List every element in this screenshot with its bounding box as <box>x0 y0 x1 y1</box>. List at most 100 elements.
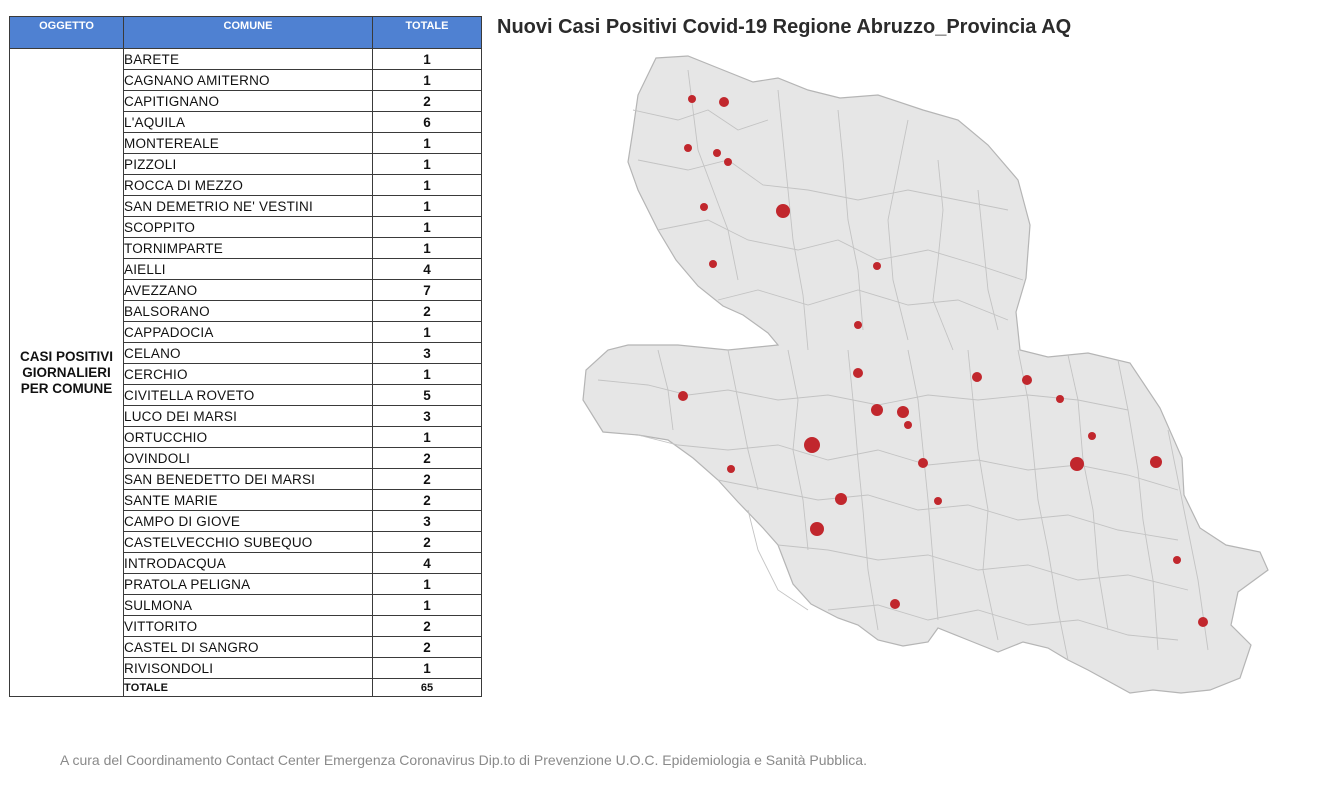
totale-cell: 3 <box>372 510 482 532</box>
totale-cell: 1 <box>372 195 482 217</box>
comune-cell: VITTORITO <box>123 615 373 637</box>
case-marker <box>1088 432 1096 440</box>
comune-cell: CAPITIGNANO <box>123 90 373 112</box>
comune-cell: CAMPO DI GIOVE <box>123 510 373 532</box>
case-markers <box>678 95 1208 627</box>
case-marker <box>700 203 708 211</box>
municipality-border <box>1167 429 1209 651</box>
comune-cell: PRATOLA PELIGNA <box>123 573 373 595</box>
comune-cell: SANTE MARIE <box>123 489 373 511</box>
totale-cell: 2 <box>372 90 482 112</box>
municipality-border <box>727 349 759 491</box>
totale-cell: 1 <box>372 594 482 616</box>
table-row: CAMPO DI GIOVE 3 <box>10 510 482 532</box>
case-marker <box>890 599 900 609</box>
case-marker <box>688 95 696 103</box>
comune-cell: SAN DEMETRIO NE' VESTINI <box>123 195 373 217</box>
header-oggetto: OGGETTO <box>9 16 124 49</box>
table-row: L'AQUILA 6 <box>10 111 482 133</box>
municipality-border <box>887 119 909 341</box>
table-row: INTRODACQUA 4 <box>10 552 482 574</box>
municipality-border <box>827 604 1179 641</box>
municipality-border <box>657 219 1024 281</box>
case-marker <box>709 260 717 268</box>
case-marker <box>724 158 732 166</box>
case-marker <box>678 391 688 401</box>
total-value: 65 <box>372 678 482 697</box>
case-marker <box>804 437 820 453</box>
header-comune: COMUNE <box>123 16 373 49</box>
table-row: CASTELVECCHIO SUBEQUO 2 <box>10 531 482 553</box>
case-marker <box>1173 556 1181 564</box>
table-row: CASI POSITIVI GIORNALIERI PER COMUNE BARE… <box>9 48 482 697</box>
comune-cell: SCOPPITO <box>123 216 373 238</box>
table-row: RIVISONDOLI 1 <box>10 657 482 679</box>
case-marker <box>727 465 735 473</box>
case-marker <box>1056 395 1064 403</box>
table-row: CAGNANO AMITERNO 1 <box>10 69 482 91</box>
comune-cell: CERCHIO <box>123 363 373 385</box>
municipality-border <box>932 159 954 351</box>
municipality-border <box>977 189 999 331</box>
case-marker <box>713 149 721 157</box>
comune-cell: ROCCA DI MEZZO <box>123 174 373 196</box>
municipality-border <box>777 544 1189 591</box>
case-marker <box>684 144 692 152</box>
comune-cell: L'AQUILA <box>123 111 373 133</box>
municipality-border <box>1117 359 1159 651</box>
case-marker <box>1022 375 1032 385</box>
municipality-border <box>747 509 809 611</box>
totale-cell: 4 <box>372 552 482 574</box>
comune-cell: CASTELVECCHIO SUBEQUO <box>123 531 373 553</box>
case-marker <box>835 493 847 505</box>
table-total-row: TOTALE 65 <box>10 678 482 697</box>
case-marker <box>719 97 729 107</box>
totale-cell: 6 <box>372 111 482 133</box>
table-row: LUCO DEI MARSI 3 <box>10 405 482 427</box>
totale-cell: 1 <box>372 153 482 175</box>
case-marker <box>853 368 863 378</box>
comune-cell: SAN BENEDETTO DEI MARSI <box>123 468 373 490</box>
case-marker <box>918 458 928 468</box>
totale-cell: 3 <box>372 405 482 427</box>
totale-cell: 2 <box>372 636 482 658</box>
comune-cell: INTRODACQUA <box>123 552 373 574</box>
header-totale: TOTALE <box>372 16 482 49</box>
comune-cell: TORNIMPARTE <box>123 237 373 259</box>
case-marker <box>904 421 912 429</box>
totale-cell: 1 <box>372 363 482 385</box>
totale-cell: 4 <box>372 258 482 280</box>
case-marker <box>854 321 862 329</box>
totale-cell: 7 <box>372 279 482 301</box>
comune-cell: AIELLI <box>123 258 373 280</box>
municipality-border <box>1017 349 1069 661</box>
totale-cell: 2 <box>372 489 482 511</box>
case-marker <box>897 406 909 418</box>
totale-cell: 3 <box>372 342 482 364</box>
case-marker <box>776 204 790 218</box>
municipality-border <box>632 109 769 131</box>
comune-cell: BALSORANO <box>123 300 373 322</box>
totale-cell: 2 <box>372 615 482 637</box>
case-marker <box>934 497 942 505</box>
comune-cell: CASTEL DI SANGRO <box>123 636 373 658</box>
municipality-border <box>657 349 674 431</box>
comune-cell: CAGNANO AMITERNO <box>123 69 373 91</box>
table-row: PIZZOLI 1 <box>10 153 482 175</box>
comune-cell: OVINDOLI <box>123 447 373 469</box>
subject-cell: CASI POSITIVI GIORNALIERI PER COMUNE <box>9 48 124 697</box>
comune-cell: RIVISONDOLI <box>123 657 373 679</box>
totale-cell: 1 <box>372 321 482 343</box>
case-marker <box>871 404 883 416</box>
map-title: Nuovi Casi Positivi Covid-19 Regione Abr… <box>497 16 1072 38</box>
totale-cell: 2 <box>372 468 482 490</box>
municipality-border <box>847 349 879 631</box>
totale-cell: 1 <box>372 657 482 679</box>
case-marker <box>1070 457 1084 471</box>
municipality-border <box>837 109 864 331</box>
province-map <box>582 55 1269 694</box>
totale-cell: 1 <box>372 426 482 448</box>
comune-cell: LUCO DEI MARSI <box>123 405 373 427</box>
totale-cell: 2 <box>372 300 482 322</box>
case-marker <box>972 372 982 382</box>
